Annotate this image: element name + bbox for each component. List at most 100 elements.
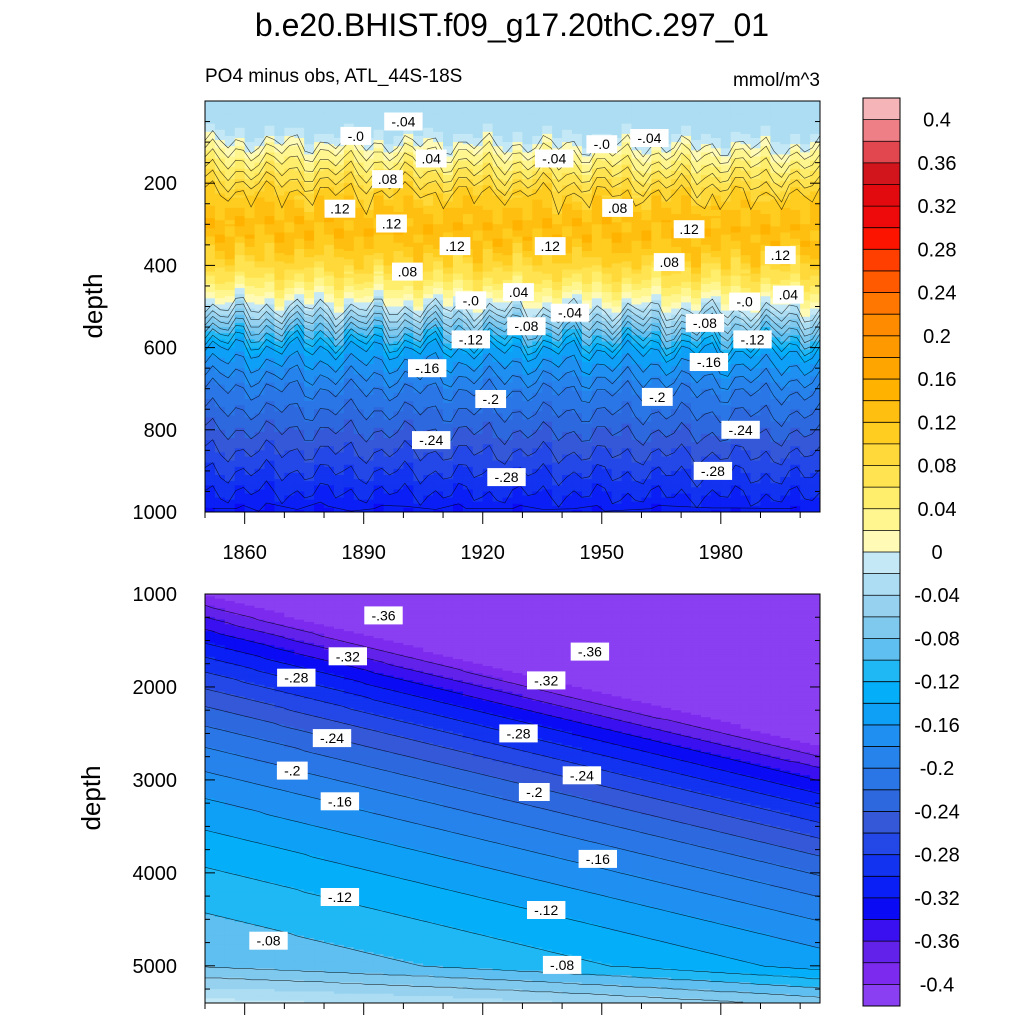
colorbar-swatch [863,962,900,985]
contour-label: -.24 [312,729,352,748]
contour-label: -.16 [689,353,729,371]
contour-label: -.0 [340,126,372,145]
colorbar-swatch [863,162,900,185]
colorbar-label: 0 [931,542,942,564]
colorbar-label: -0.04 [914,585,960,607]
colorbar-swatch [863,270,900,294]
contour-label: -.0 [586,135,618,154]
colorbar-swatch [863,681,900,704]
colorbar-swatch [863,833,900,856]
colorbar-label: -0.12 [914,672,960,694]
contour-label: -.04 [630,129,669,147]
upper-panel-field [205,101,820,512]
colorbar-label: 0.2 [923,326,951,348]
colorbar-swatch [863,595,900,618]
y-tick-label: 1000 [133,502,178,524]
colorbar-swatch [863,811,900,834]
chart-subtitle-left: PO4 minus obs, ATL_44S-18S [205,66,462,87]
contour-label: -.36 [570,642,610,661]
colorbar: 0.4 0.36 0.32 0.28 0.24 0.2 0.16 0.12 0.08 0.04 0 -… [862,97,960,1007]
colorbar-label: 0.36 [918,153,957,175]
y-tick-label: 2000 [133,677,178,699]
contour-label: .12 [324,199,356,218]
contour-label: -.2 [641,387,673,406]
colorbar-swatch [863,573,900,596]
colorbar-swatch [863,508,900,531]
colorbar-swatch [863,789,900,812]
colorbar-swatch [863,768,900,791]
chart-units-label: mmol/m^3 [733,70,820,91]
colorbar-label: -0.2 [920,758,954,780]
colorbar-swatch [863,487,900,510]
contour-label: .12 [673,220,705,239]
colorbar-swatch [863,897,900,921]
contour-label: -.12 [320,888,360,906]
colorbar-label: 0.32 [918,196,957,218]
lower-panel-field [205,594,820,1003]
contour-label: -.08 [685,313,725,332]
contour-label: -.08 [507,317,546,336]
contour-label: -.24 [412,431,451,450]
colorbar-swatch [863,400,900,423]
contour-label: -.28 [487,468,526,487]
colorbar-label: -0.16 [914,715,960,737]
contour-label: -.24 [562,766,602,785]
contour-label: -.36 [364,606,403,625]
colorbar-label: 0.4 [923,110,951,132]
colorbar-swatch [863,249,900,272]
contour-label: -.2 [518,783,550,801]
x-tick-label: 1890 [341,542,386,564]
upper-panel-axes: 200 400 600 800 1000 1860 1890 1920 1950 1980 [133,100,820,564]
x-tick-label: 1860 [222,542,267,564]
colorbar-label: 0.04 [918,499,957,521]
contour-label: -.04 [550,303,590,322]
contour-label: -.0 [729,292,760,311]
contour-label: -.28 [277,668,316,687]
colorbar-swatch [863,638,900,661]
x-tick-label: 1920 [460,542,505,564]
colorbar-swatch [863,98,900,121]
contour-label: .12 [764,246,796,265]
lower-panel-contour-labels: -.36-.36-.32-.32-.28-.28-.24-.24-.2-.2-.… [249,606,617,974]
contour-label: -.12 [527,901,566,919]
contour-label: -.32 [328,647,367,666]
y-tick-label: 200 [144,173,177,195]
lower-panel-axes: 1000 2000 3000 4000 5000 [133,584,820,1015]
colorbar-label: -0.08 [914,629,960,651]
colorbar-swatch [863,941,900,964]
colorbar-label: -0.4 [920,974,954,996]
lower-y-axis-label: depth [76,765,106,830]
colorbar-label: 0.24 [918,283,957,305]
colorbar-swatch [863,141,900,164]
colorbar-swatch [863,206,900,229]
colorbar-swatch [863,443,900,467]
upper-y-axis-label: depth [78,273,108,338]
colorbar-swatch [863,379,900,402]
contour-label: -.16 [578,849,617,868]
contour-label: -.28 [693,461,733,480]
colorbar-label: 0.16 [918,369,957,391]
contour-label: .08 [392,262,423,281]
y-tick-label: 5000 [133,956,178,978]
y-tick-label: 3000 [133,770,178,792]
colorbar-label: 0.08 [918,456,957,478]
colorbar-label: -0.32 [914,888,960,910]
contour-label: .08 [372,170,403,189]
contour-label: .08 [653,253,685,272]
y-tick-label: 1000 [133,584,178,606]
contour-label: .04 [503,283,534,302]
contour-label: -.0 [455,291,487,310]
contour-label: -.2 [276,761,308,780]
colorbar-swatch [863,119,900,142]
colorbar-swatch [863,422,900,445]
colorbar-swatch [863,919,900,942]
colorbar-swatch [863,530,900,553]
y-tick-label: 400 [144,255,177,277]
colorbar-swatch [863,854,900,877]
colorbar-swatch [863,184,900,207]
contour-label: .12 [439,237,471,256]
contour-label: -.12 [733,330,772,349]
x-tick-label: 1950 [580,542,625,564]
y-tick-label: 800 [144,420,177,442]
